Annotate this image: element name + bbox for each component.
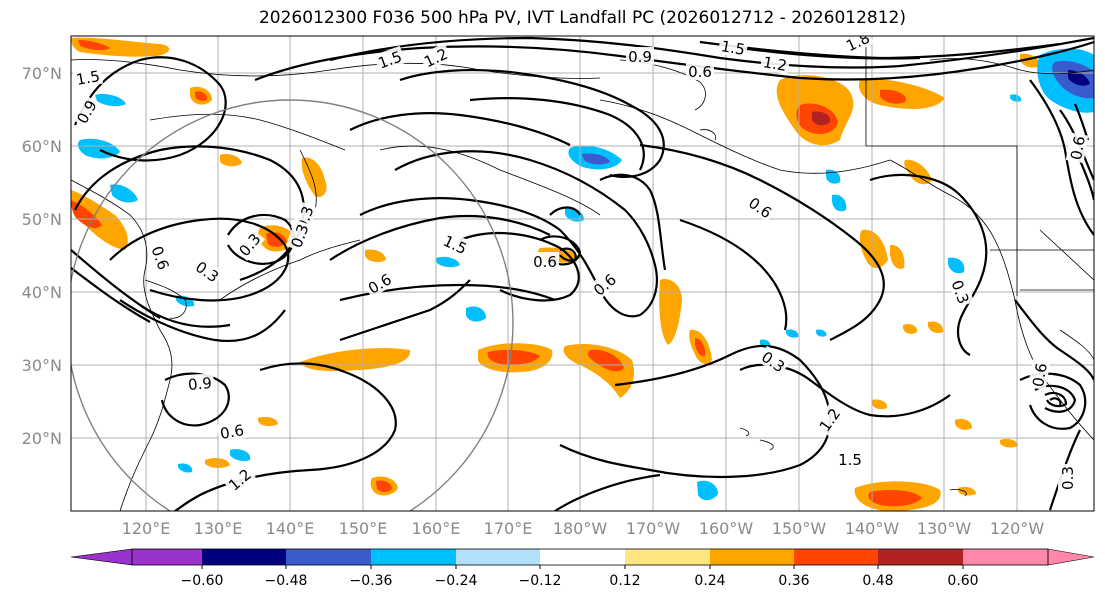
contour-label: 0.9 <box>187 374 212 394</box>
lat-label: 70°N <box>22 64 62 83</box>
contour-label: 0.6 <box>1067 135 1089 162</box>
colorbar-tick-label: 0.36 <box>778 573 809 589</box>
contour-label-bg <box>587 268 621 301</box>
highlight-circle <box>71 99 514 511</box>
lon-label: 170°E <box>484 519 533 538</box>
contour-label-bg <box>1065 132 1089 164</box>
colorbar-right-arrow <box>1047 548 1095 566</box>
contour-label-bg <box>190 255 225 287</box>
lat-label: 60°N <box>22 137 62 156</box>
colorbar-left-arrow <box>70 548 133 566</box>
colorbar-segment <box>794 549 878 565</box>
lon-label: 130°W <box>917 519 972 538</box>
lon-label: 150°W <box>772 519 827 538</box>
contour-label: 0.6 <box>1029 362 1051 389</box>
contour-label: 0.6 <box>219 421 246 443</box>
map-title: 2026012300 F036 500 hPa PV, IVT Landfall… <box>258 8 906 28</box>
contour-label-bg <box>216 419 248 443</box>
colorbar-segment <box>202 549 286 565</box>
shading-negative <box>77 48 1094 501</box>
pv-contours <box>71 36 1094 511</box>
plot-area: 1.5 1.2 0.90.61.5 1.81.21.50.90.60.31.21.51… <box>71 36 1094 511</box>
lon-label: 160°E <box>412 519 461 538</box>
contour-label-bg <box>813 402 845 437</box>
contour-label-bg <box>147 241 175 274</box>
contour-label: 0.6 <box>533 253 557 271</box>
plot-frame <box>70 35 1095 512</box>
contour-label-bg <box>222 463 256 496</box>
contour-label-bg <box>836 450 864 468</box>
lat-label: 30°N <box>22 356 62 375</box>
colorbar-tick-label: 0.48 <box>862 573 893 589</box>
contour-label-bg <box>362 268 397 298</box>
contour-label-bg <box>756 345 791 377</box>
lat-label: 50°N <box>22 210 62 229</box>
lon-label: 140°E <box>266 519 315 538</box>
lon-label: 160°W <box>699 519 754 538</box>
contour-label-bg <box>1058 464 1076 492</box>
colorbar-segment <box>286 549 371 565</box>
contour-label-bg <box>438 230 472 259</box>
colorbar-segment <box>456 549 540 565</box>
colorbar-tick-label: −0.12 <box>519 573 562 589</box>
colorbar-segment <box>371 549 456 565</box>
lon-label: 170°W <box>626 519 681 538</box>
colorbar-tick-label: 0.24 <box>694 573 725 589</box>
contour-label-bg <box>285 219 313 252</box>
contour-label-bg <box>419 43 453 72</box>
contour-label-bg <box>233 227 266 261</box>
contour-label: 1.5 <box>75 67 102 89</box>
contour-label-bg <box>626 47 654 65</box>
colorbar-tick-label: −0.24 <box>435 573 478 589</box>
lon-label: 150°E <box>339 519 388 538</box>
contour-label-bg <box>1027 359 1051 391</box>
contour-label-bg <box>373 45 406 73</box>
lat-label: 20°N <box>22 429 62 448</box>
contour-label: 1.5 <box>838 451 862 469</box>
contour-label-bg <box>743 191 778 223</box>
colorbar-outline <box>131 548 1049 566</box>
contour-label: 1.5 <box>720 37 747 59</box>
contour-label-bg <box>71 94 101 129</box>
colorbar-segment <box>878 549 963 565</box>
contour-label-bg <box>185 372 215 394</box>
latitude-labels: 70°N 60°N 50°N 40°N 30°N 20°N <box>22 64 62 448</box>
contour-label-bg <box>841 36 875 56</box>
lon-label: 120°E <box>122 519 171 538</box>
longitude-labels: 120°E 130°E 140°E 150°E 160°E 170°E 180°… <box>122 519 1045 538</box>
contour-label: 0.6 <box>688 63 712 81</box>
lat-label: 40°N <box>22 283 62 302</box>
contour-labels: 1.5 1.2 0.90.61.5 1.81.21.50.90.60.31.21.51… <box>71 36 1089 496</box>
colorbar-tick-label: −0.60 <box>181 573 224 589</box>
colorbar-segment <box>625 549 710 565</box>
colorbar-tick-label: −0.48 <box>265 573 308 589</box>
colorbar: −0.60 −0.48 −0.36 −0.24 −0.12 0.12 0.24 0.36 0.4… <box>70 548 1095 589</box>
contour-label-bg <box>759 51 791 75</box>
contour-label-bg <box>686 62 714 80</box>
colorbar-segment <box>132 549 202 565</box>
colorbar-segment <box>710 549 794 565</box>
contour-label-bg <box>72 65 104 89</box>
contour-label: 1.2 <box>762 53 789 75</box>
contour-label: 0.3 <box>1059 466 1077 490</box>
colorbar-segment <box>963 549 1048 565</box>
contour-label: 0.9 <box>628 48 652 66</box>
colorbar-tick-label: 0.60 <box>947 573 978 589</box>
lon-label: 130°E <box>194 519 243 538</box>
lon-label: 180°W <box>553 519 608 538</box>
contour-label-bg <box>531 252 559 270</box>
colorbar-segment <box>540 549 625 565</box>
contour-label-bg <box>717 36 749 59</box>
colorbar-tick-label: −0.36 <box>350 573 393 589</box>
contour-label-bg <box>947 275 975 308</box>
lon-label: 140°W <box>845 519 900 538</box>
colorbar-tick-label: 0.12 <box>609 573 640 589</box>
lon-label: 120°W <box>990 519 1045 538</box>
